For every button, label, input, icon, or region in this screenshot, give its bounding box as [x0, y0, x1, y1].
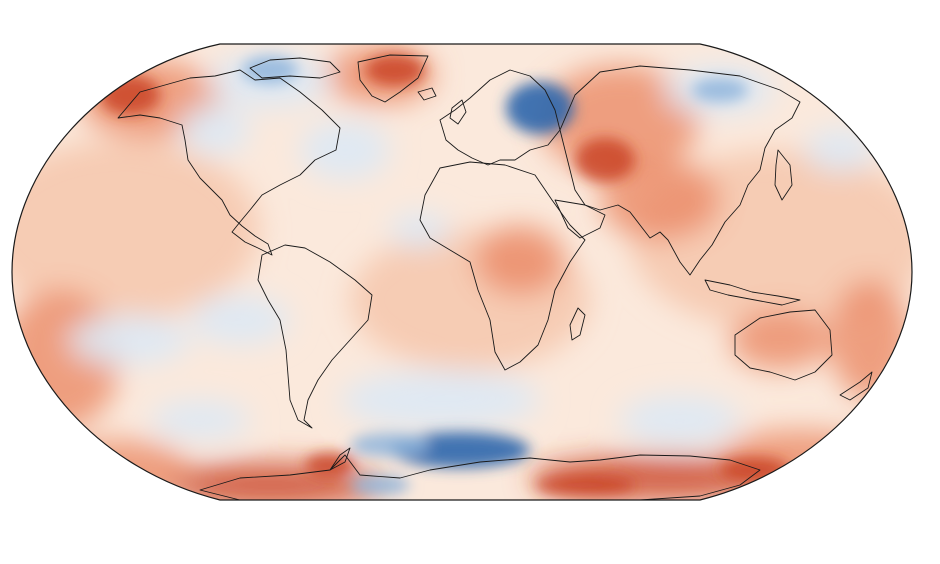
coastline-new-zealand [839, 371, 873, 401]
anomaly-region [390, 212, 450, 248]
coastline-antarctica [199, 454, 761, 500]
coastline-japan [774, 149, 793, 201]
coastline-greenland [357, 54, 429, 103]
coastline-madagascar [569, 307, 586, 341]
anomaly-region [340, 370, 540, 430]
coastlines [117, 54, 873, 500]
anomaly-region [535, 475, 635, 495]
anomaly-region [150, 400, 250, 440]
anomaly-region [300, 120, 390, 180]
coastline-arabia [554, 199, 606, 239]
coastline-indonesia [704, 279, 801, 306]
anomaly-region [350, 433, 430, 457]
anomaly-region [692, 78, 748, 102]
anomaly-region [365, 54, 425, 86]
anomaly-region [720, 458, 790, 482]
anomaly-region [575, 138, 635, 182]
coastline-uk [449, 99, 467, 125]
coastline-africa [419, 161, 586, 371]
anomaly-region [12, 140, 260, 320]
anomaly-region [70, 315, 190, 365]
anomaly-region [730, 310, 830, 370]
anomaly-region [506, 82, 574, 134]
anomaly-region [242, 56, 298, 84]
anomaly-region [305, 453, 355, 477]
anomaly-region [805, 128, 875, 172]
anomaly-region [620, 395, 740, 445]
anomaly-region [540, 65, 700, 175]
anomaly-region [190, 295, 290, 345]
coastline-europe [439, 69, 561, 166]
coastline-south-america [257, 244, 373, 429]
coastline-antarctic-peninsula [329, 447, 351, 471]
anomaly-region [180, 105, 250, 155]
coastline-north-america [117, 69, 341, 256]
coastline-iceland [417, 87, 437, 101]
anomaly-blobs [12, 45, 912, 500]
coastline-australia [734, 309, 833, 381]
anomaly-region [600, 160, 720, 240]
anomaly-cores [100, 54, 790, 495]
anomaly-region [50, 440, 190, 500]
coastline-asia [559, 65, 801, 276]
coastline-arctic-islands [249, 57, 341, 79]
anomaly-region [475, 225, 565, 295]
anomaly-region [350, 475, 410, 495]
